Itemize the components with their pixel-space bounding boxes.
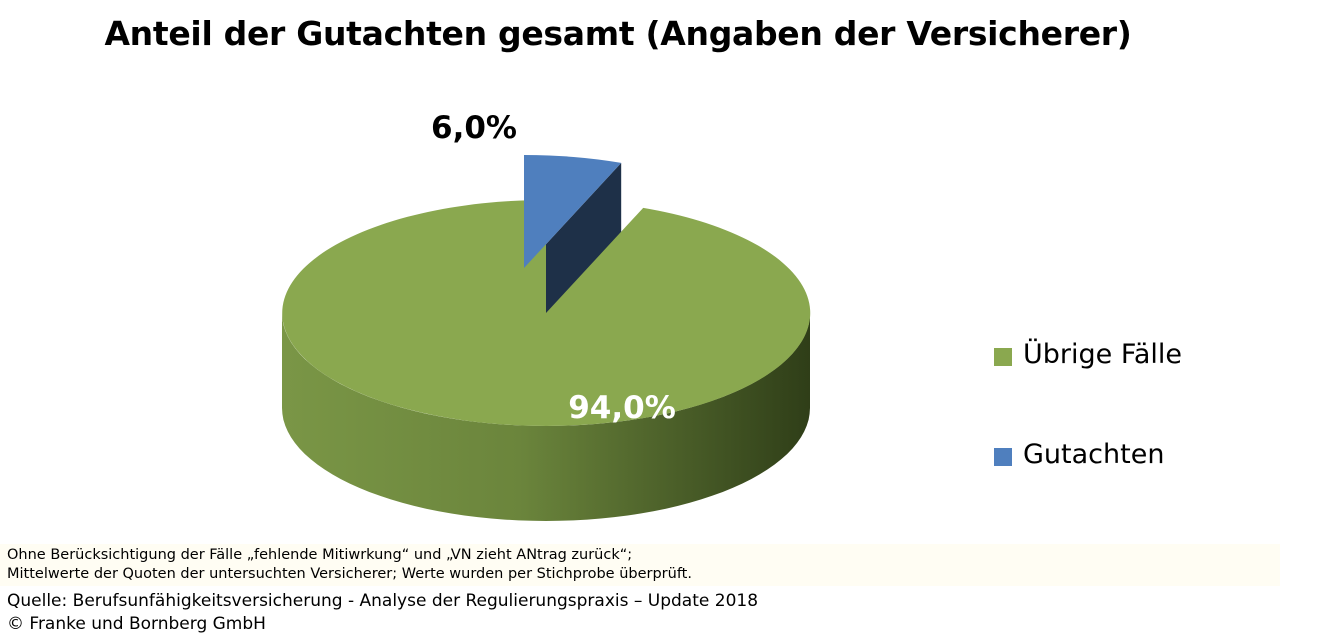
slice-uebrige-faelle: [282, 200, 811, 426]
footnote-line-2: Mittelwerte der Quoten der untersuchten …: [7, 566, 692, 582]
legend-label-gutachten: Gutachten: [1023, 439, 1165, 470]
data-label-gutachten: 6,0%: [431, 110, 517, 146]
slice-side-uebrige-faelle: [282, 313, 810, 521]
legend-label-uebrige-faelle: Übrige Fälle: [1023, 339, 1183, 370]
data-label-uebrige-faelle: 94,0%: [568, 390, 676, 426]
chart-title: Anteil der Gutachten gesamt (Angaben der…: [104, 14, 1132, 53]
copyright-line: © Franke und Bornberg GmbH: [7, 614, 266, 634]
footnote-box: Ohne Berücksichtigung der Fälle „fehlend…: [0, 544, 1280, 586]
slice-gutachten: [524, 154, 622, 268]
legend-swatch-gutachten: [994, 448, 1012, 466]
pie-chart: 94,0% 6,0%: [282, 110, 811, 521]
footnote-line-1: Ohne Berücksichtigung der Fälle „fehlend…: [7, 547, 633, 563]
legend-swatch-uebrige-faelle: [994, 348, 1012, 366]
source-line: Quelle: Berufsunfähigkeitsversicherung -…: [7, 591, 759, 611]
